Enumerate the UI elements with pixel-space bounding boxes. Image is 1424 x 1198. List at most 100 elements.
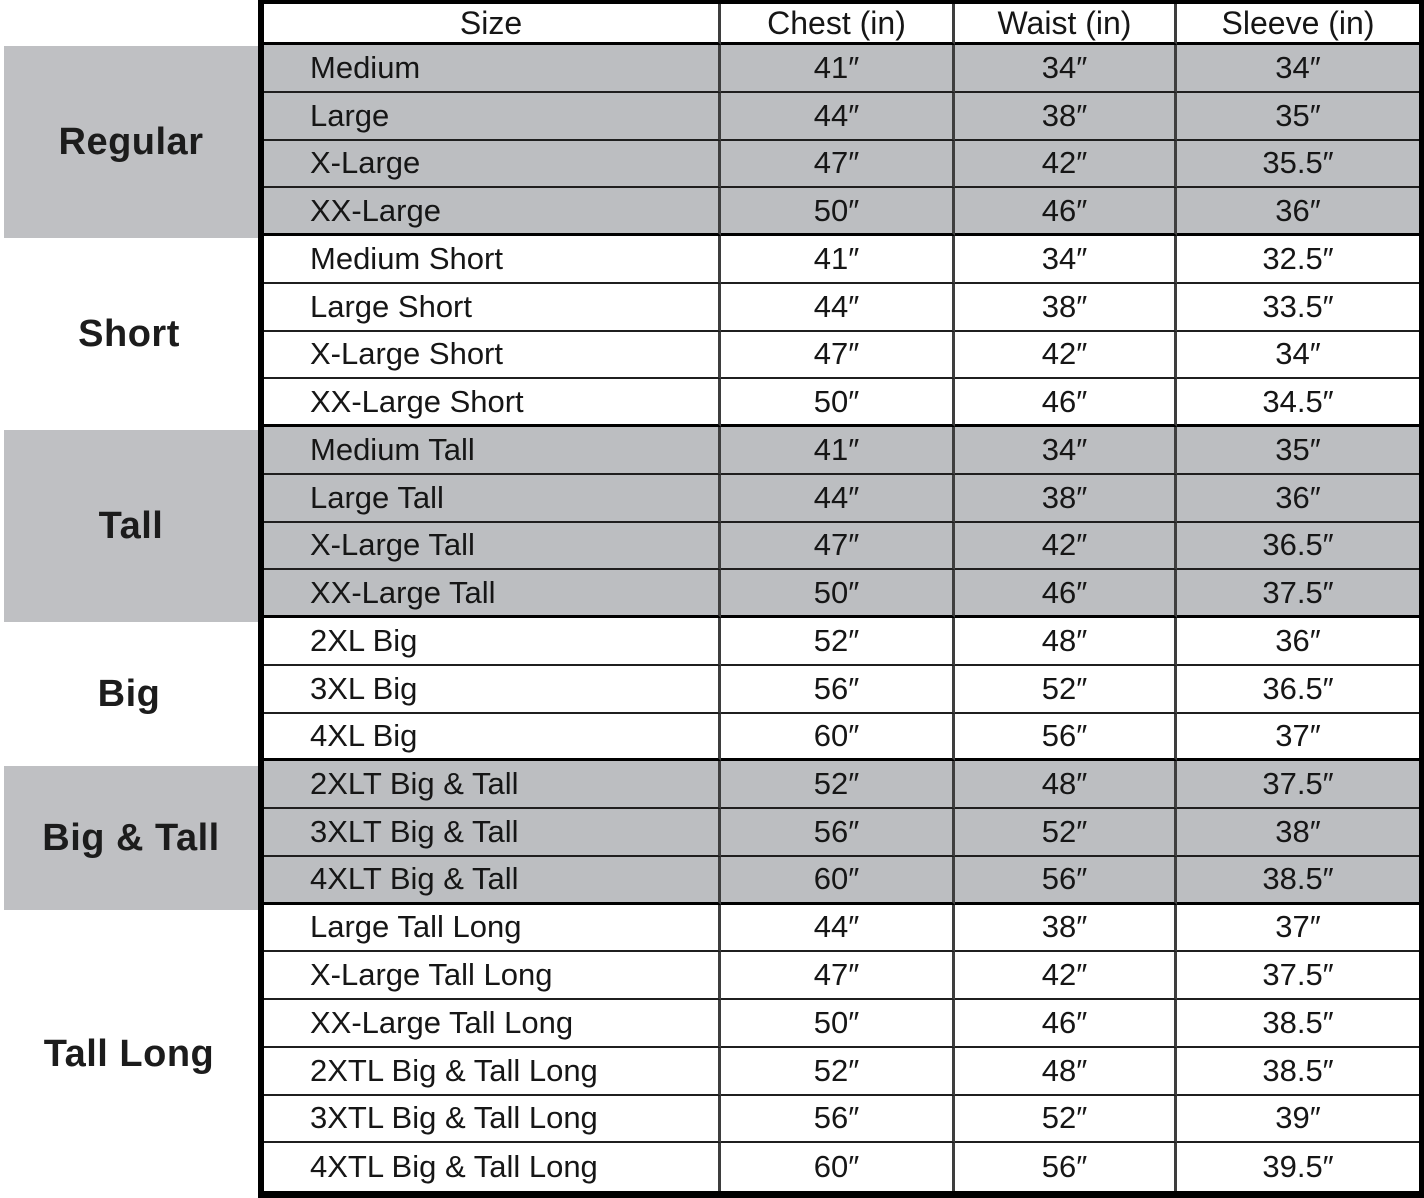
cell-chest: 50″ bbox=[721, 379, 955, 427]
cell-chest: 47″ bbox=[721, 522, 955, 571]
cell-waist: 52″ bbox=[955, 1095, 1177, 1144]
cell-size: Medium Tall bbox=[264, 427, 721, 475]
cell-waist: 48″ bbox=[955, 618, 1177, 666]
cell-sleeve: 34″ bbox=[1177, 45, 1419, 93]
cell-sleeve: 32.5″ bbox=[1177, 236, 1419, 284]
cell-sleeve: 38″ bbox=[1177, 809, 1419, 857]
category-label: Tall Long bbox=[43, 1032, 215, 1075]
cell-chest: 50″ bbox=[721, 188, 955, 236]
cell-waist: 48″ bbox=[955, 761, 1177, 809]
cell-size: 3XTL Big & Tall Long bbox=[264, 1095, 721, 1144]
cell-sleeve: 37.5″ bbox=[1177, 952, 1419, 1000]
cell-waist: 34″ bbox=[955, 236, 1177, 284]
cell-size: XX-Large bbox=[264, 188, 721, 236]
category-label: Big bbox=[97, 672, 161, 715]
category-label: Regular bbox=[4, 46, 258, 238]
column-header-chest: Chest (in) bbox=[721, 4, 955, 45]
category-label: Short bbox=[78, 312, 180, 355]
cell-size: X-Large bbox=[264, 140, 721, 189]
cell-size: 4XTL Big & Tall Long bbox=[264, 1143, 721, 1191]
cell-waist: 38″ bbox=[955, 904, 1177, 953]
cell-size: Large bbox=[264, 92, 721, 141]
cell-chest: 56″ bbox=[721, 1095, 955, 1144]
cell-sleeve: 35″ bbox=[1177, 427, 1419, 475]
cell-sleeve: 36.5″ bbox=[1177, 522, 1419, 571]
cell-size: XX-Large Short bbox=[264, 379, 721, 427]
cell-chest: 60″ bbox=[721, 856, 955, 905]
cell-waist: 46″ bbox=[955, 188, 1177, 236]
cell-waist: 42″ bbox=[955, 522, 1177, 571]
cell-size: 3XLT Big & Tall bbox=[264, 809, 721, 857]
cell-size: 4XLT Big & Tall bbox=[264, 856, 721, 905]
cell-size: 2XL Big bbox=[264, 618, 721, 666]
cell-size: X-Large Tall bbox=[264, 522, 721, 571]
column-header-sleeve: Sleeve (in) bbox=[1177, 4, 1419, 45]
cell-chest: 44″ bbox=[721, 904, 955, 953]
cell-sleeve: 38.5″ bbox=[1177, 1000, 1419, 1048]
cell-waist: 52″ bbox=[955, 665, 1177, 714]
cell-waist: 42″ bbox=[955, 140, 1177, 189]
cell-chest: 47″ bbox=[721, 140, 955, 189]
cell-size: X-Large Short bbox=[264, 331, 721, 380]
cell-waist: 38″ bbox=[955, 283, 1177, 332]
cell-size: Medium Short bbox=[264, 236, 721, 284]
cell-chest: 56″ bbox=[721, 665, 955, 714]
cell-chest: 60″ bbox=[721, 713, 955, 762]
cell-waist: 52″ bbox=[955, 809, 1177, 857]
cell-chest: 50″ bbox=[721, 1000, 955, 1048]
cell-chest: 44″ bbox=[721, 92, 955, 141]
cell-sleeve: 36″ bbox=[1177, 188, 1419, 236]
size-table: Size Chest (in) Waist (in) Sleeve (in) M… bbox=[258, 0, 1424, 1198]
cell-chest: 41″ bbox=[721, 427, 955, 475]
cell-sleeve: 37″ bbox=[1177, 904, 1419, 953]
cell-waist: 56″ bbox=[955, 856, 1177, 905]
cell-size: Medium bbox=[264, 45, 721, 93]
cell-chest: 56″ bbox=[721, 809, 955, 857]
cell-size: 2XLT Big & Tall bbox=[264, 761, 721, 809]
cell-chest: 47″ bbox=[721, 952, 955, 1000]
cell-size: XX-Large Tall bbox=[264, 570, 721, 618]
category-label: Big & Tall bbox=[4, 766, 258, 910]
cell-waist: 38″ bbox=[955, 474, 1177, 523]
cell-sleeve: 37″ bbox=[1177, 713, 1419, 762]
cell-waist: 34″ bbox=[955, 45, 1177, 93]
cell-size: Large Tall Long bbox=[264, 904, 721, 953]
cell-sleeve: 39.5″ bbox=[1177, 1143, 1419, 1191]
cell-waist: 56″ bbox=[955, 713, 1177, 762]
cell-sleeve: 34.5″ bbox=[1177, 379, 1419, 427]
cell-sleeve: 37.5″ bbox=[1177, 570, 1419, 618]
cell-chest: 41″ bbox=[721, 236, 955, 284]
cell-waist: 46″ bbox=[955, 379, 1177, 427]
cell-size: Large Short bbox=[264, 283, 721, 332]
cell-sleeve: 38.5″ bbox=[1177, 1047, 1419, 1096]
category-column: Regular Short Tall Big Big & Tall Tall Long bbox=[0, 0, 258, 1198]
cell-waist: 48″ bbox=[955, 1047, 1177, 1096]
cell-size: 3XL Big bbox=[264, 665, 721, 714]
cell-size: X-Large Tall Long bbox=[264, 952, 721, 1000]
cell-sleeve: 35.5″ bbox=[1177, 140, 1419, 189]
cell-sleeve: 33.5″ bbox=[1177, 283, 1419, 332]
cell-size: XX-Large Tall Long bbox=[264, 1000, 721, 1048]
column-header-waist: Waist (in) bbox=[955, 4, 1177, 45]
cell-sleeve: 37.5″ bbox=[1177, 761, 1419, 809]
cell-sleeve: 36″ bbox=[1177, 618, 1419, 666]
cell-chest: 41″ bbox=[721, 45, 955, 93]
cell-sleeve: 36.5″ bbox=[1177, 665, 1419, 714]
cell-sleeve: 36″ bbox=[1177, 474, 1419, 523]
column-header-size: Size bbox=[264, 4, 721, 45]
cell-size: 2XTL Big & Tall Long bbox=[264, 1047, 721, 1096]
cell-chest: 44″ bbox=[721, 474, 955, 523]
cell-sleeve: 34″ bbox=[1177, 331, 1419, 380]
cell-waist: 38″ bbox=[955, 92, 1177, 141]
cell-waist: 42″ bbox=[955, 952, 1177, 1000]
cell-size: 4XL Big bbox=[264, 713, 721, 762]
cell-sleeve: 39″ bbox=[1177, 1095, 1419, 1144]
cell-waist: 56″ bbox=[955, 1143, 1177, 1191]
cell-chest: 47″ bbox=[721, 331, 955, 380]
cell-size: Large Tall bbox=[264, 474, 721, 523]
cell-waist: 42″ bbox=[955, 331, 1177, 380]
cell-chest: 44″ bbox=[721, 283, 955, 332]
cell-chest: 52″ bbox=[721, 761, 955, 809]
cell-chest: 50″ bbox=[721, 570, 955, 618]
